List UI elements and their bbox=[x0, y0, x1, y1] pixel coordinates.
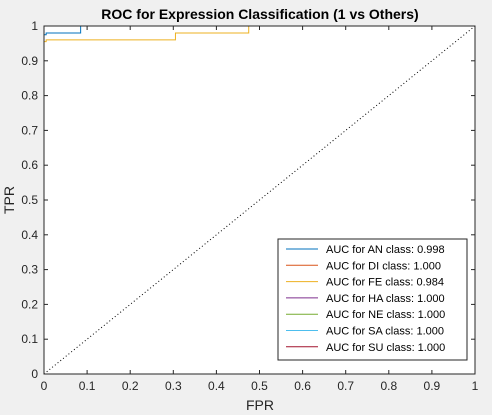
y-tick-label: 0.8 bbox=[21, 89, 38, 103]
y-tick-label: 0.3 bbox=[21, 263, 38, 277]
reference-line-layer bbox=[43, 25, 476, 375]
x-tick-label: 0.5 bbox=[251, 379, 268, 393]
x-tick-label: 0.6 bbox=[294, 379, 311, 393]
legend-label-5: AUC for SA class: 1.000 bbox=[326, 326, 444, 338]
x-tick-label: 1 bbox=[472, 379, 479, 393]
y-tick-label: 0 bbox=[31, 367, 38, 381]
x-tick-label: 0.2 bbox=[122, 379, 139, 393]
y-tick-label: 0.9 bbox=[21, 54, 38, 68]
y-axis-label: TPR bbox=[1, 186, 17, 214]
y-tick-label: 1 bbox=[31, 19, 38, 33]
roc-series-line-2 bbox=[43, 25, 475, 374]
legend-label-6: AUC for SU class: 1.000 bbox=[326, 342, 445, 354]
legend-label-1: AUC for DI class: 1.000 bbox=[326, 260, 441, 272]
reference-diagonal-line bbox=[43, 25, 476, 375]
x-axis-label: FPR bbox=[246, 397, 274, 413]
legend-label-4: AUC for NE class: 1.000 bbox=[326, 309, 445, 321]
legend: AUC for AN class: 0.998 AUC for DI class:… bbox=[277, 238, 468, 361]
x-tick-label: 0.1 bbox=[79, 379, 96, 393]
x-tick-label: 0.9 bbox=[424, 379, 441, 393]
y-tick-label: 0.6 bbox=[21, 158, 38, 172]
y-tick-label: 0.5 bbox=[21, 193, 38, 207]
tick-layer: 0 0.1 0.2 0.3 0.4 0.5 0.6 0.7 0.8 0.9 1 0 0.1 0.2 0.3 0… bbox=[21, 19, 478, 393]
y-tick-label: 0.1 bbox=[21, 332, 38, 346]
y-tick-label: 0.7 bbox=[21, 123, 38, 137]
chart-title: ROC for Expression Classification (1 vs … bbox=[101, 6, 418, 22]
x-tick-label: 0 bbox=[41, 379, 48, 393]
legend-label-0: AUC for AN class: 0.998 bbox=[326, 244, 445, 256]
x-tick-label: 0.7 bbox=[337, 379, 354, 393]
x-tick-label: 0.3 bbox=[165, 379, 182, 393]
x-tick-label: 0.8 bbox=[380, 379, 397, 393]
legend-label-2: AUC for FE class: 0.984 bbox=[326, 277, 444, 289]
x-tick-label: 0.4 bbox=[208, 379, 225, 393]
y-tick-label: 0.2 bbox=[21, 297, 38, 311]
legend-box bbox=[277, 238, 468, 361]
y-tick-label: 0.4 bbox=[21, 228, 38, 242]
legend-label-3: AUC for HA class: 1.000 bbox=[326, 293, 445, 305]
